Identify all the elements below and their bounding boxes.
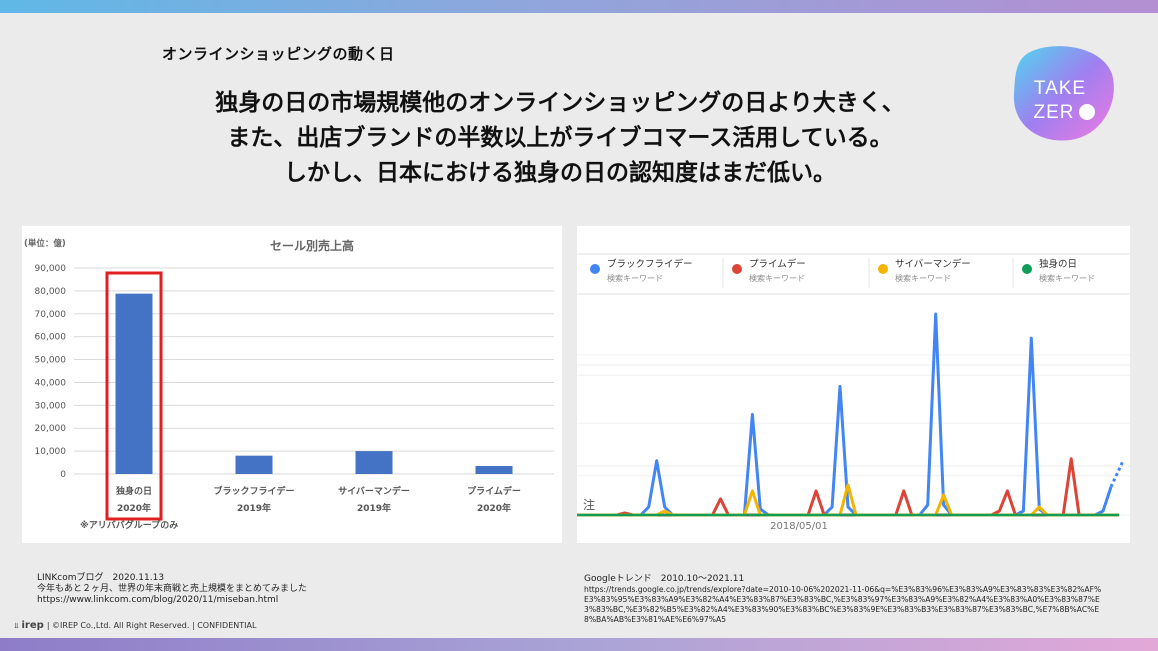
x-category-label: サイバーマンデー	[338, 485, 410, 497]
trend-chart-panel: ブラックフライデー 検索キーワード プライムデー 検索キーワード サイバーマンデー 検索キ…	[577, 226, 1130, 543]
legend-label: ブラックフライデー	[607, 258, 693, 270]
chart-note: ※アリババグループのみ	[80, 519, 178, 531]
source-right-url[interactable]: https://trends.google.co.jp/trends/explo…	[584, 585, 1102, 624]
takezero-logo: TAKE ZER	[1013, 46, 1114, 141]
irep-logo-icon: ⫫	[14, 620, 19, 630]
highlight-box	[105, 271, 163, 521]
y-tick-label: 30,000	[35, 401, 67, 411]
bar-1	[235, 455, 273, 474]
y-tick-label: 80,000	[35, 287, 67, 297]
source-right-title: Googleトレンド 2010.10～2021.11	[584, 574, 745, 584]
legend-sublabel: 検索キーワード	[895, 273, 951, 283]
headline-line-2: また、出店ブランドの半数以上がライブコマース活用している。	[227, 125, 893, 151]
y-tick-label: 0	[60, 470, 66, 480]
source-left-url[interactable]: https://www.linkcom.com/blog/2020/11/mis…	[37, 595, 279, 605]
source-right: Googleトレンド 2010.10～2021.11 https://trend…	[584, 573, 1104, 625]
legend-label: 独身の日	[1039, 258, 1077, 270]
x-category-label: ブラックフライデー	[213, 485, 294, 497]
unit-label: (単位：億)	[24, 238, 66, 249]
y-tick-label: 60,000	[35, 333, 67, 343]
bar-0	[115, 293, 153, 474]
series-line-cyber_monday	[577, 483, 1119, 517]
bar-2	[355, 451, 393, 474]
trend-chart: ブラックフライデー検索キーワードプライムデー検索キーワードサイバーマンデー検索キ…	[577, 253, 1130, 532]
x-category-label: 独身の日	[115, 485, 152, 497]
x-tick-label: 2018/05/01	[770, 521, 828, 532]
section-label: オンラインショッピングの動く日	[162, 45, 395, 63]
headline-line-1: 独身の日の市場規模他のオンラインショッピングの日より大きく、	[215, 90, 905, 116]
y-tick-label: 40,000	[35, 378, 67, 388]
bar-3	[475, 465, 513, 474]
footer-brand: irep	[21, 620, 44, 631]
x-year-label: 2020年	[117, 502, 151, 514]
legend-sublabel: 検索キーワード	[1039, 273, 1095, 283]
legend-label: サイバーマンデー	[895, 258, 971, 270]
source-left-desc: 今年もあと２ヶ月、世界の年末商戦と売上規模をまとめてみました	[37, 584, 308, 594]
logo-circle-icon	[1079, 104, 1095, 120]
x-category-label: プライムデー	[467, 485, 521, 497]
series-line-black_friday	[577, 312, 1113, 517]
y-tick-label: 90,000	[35, 264, 67, 274]
x-year-label: 2020年	[477, 502, 511, 514]
y-tick-label: 10,000	[35, 447, 67, 457]
annotation-note: 注	[583, 497, 595, 512]
y-tick-label: 70,000	[35, 310, 67, 320]
legend-sublabel: 検索キーワード	[607, 273, 663, 283]
headline: 独身の日の市場規模他のオンラインショッピングの日より大きく、 また、出店ブランド…	[150, 86, 970, 191]
footer-text: | ©IREP Co.,Ltd. All Right Reserved. | C…	[46, 621, 257, 630]
legend-sublabel: 検索キーワード	[749, 273, 805, 283]
bottom-gradient-bar	[0, 638, 1158, 651]
footer: ⫫ irep | ©IREP Co.,Ltd. All Right Reserv…	[14, 620, 256, 631]
source-left: LINKcomブログ 2020.11.13 今年もあと２ヶ月、世界の年末商戦と売…	[37, 573, 537, 606]
legend-dot-singles_day	[1022, 264, 1032, 274]
chart-title: セール別売上高	[270, 238, 354, 253]
bar-chart-panel: セール別売上高 (単位：億) 0 10,000 20,000 30,000 40,000 50…	[22, 226, 562, 543]
y-tick-label: 20,000	[35, 424, 67, 434]
legend-dot-cyber_monday	[878, 264, 888, 274]
bar-chart: セール別売上高 (単位：億) 0 10,000 20,000 30,000 40,000 50…	[24, 238, 554, 531]
legend-label: プライムデー	[749, 258, 806, 270]
headline-line-3: しかし、日本における独身の日の認知度はまだ低い。	[284, 160, 836, 186]
series-line-partial-black_friday	[1109, 460, 1125, 488]
legend-dot-prime_day	[732, 264, 742, 274]
source-left-title: LINKcomブログ 2020.11.13	[37, 573, 165, 583]
legend-dot-black_friday	[590, 264, 600, 274]
x-year-label: 2019年	[237, 502, 271, 514]
x-year-label: 2019年	[357, 502, 391, 514]
y-tick-label: 50,000	[35, 356, 67, 366]
logo-text-zero: ZER	[1034, 102, 1075, 123]
logo-text-take: TAKE	[1034, 78, 1086, 99]
top-gradient-bar	[0, 0, 1158, 13]
